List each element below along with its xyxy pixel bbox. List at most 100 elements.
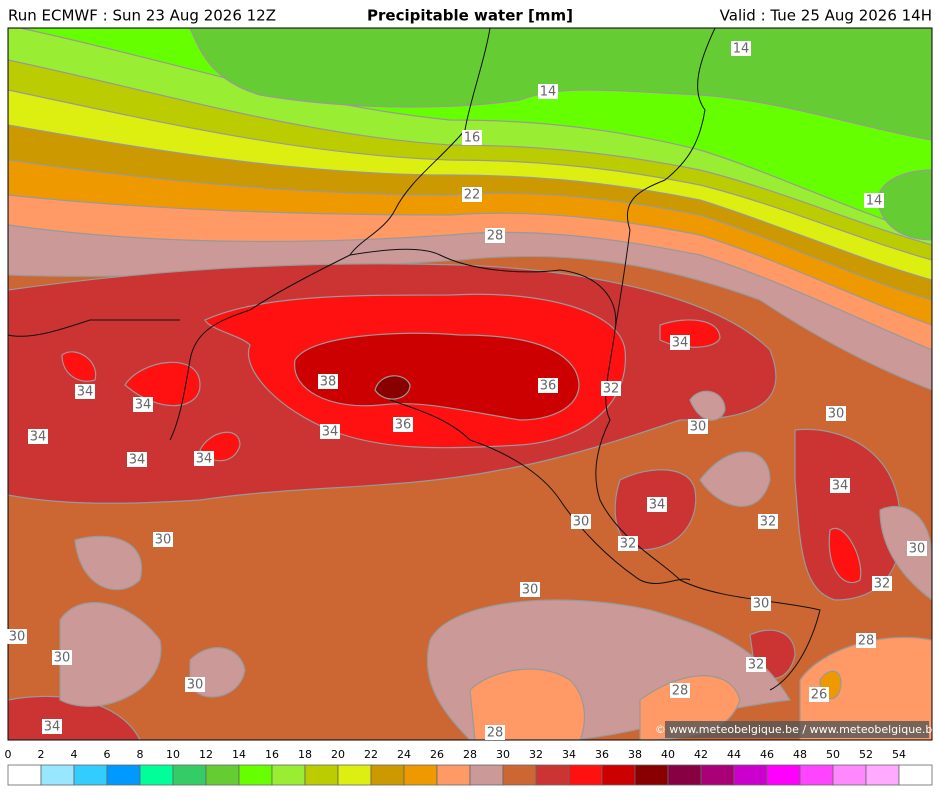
contour-label: 16 [464,131,481,146]
colorbar: 0 2 4 6 8 10 12 14 16 18 20 22 24 26 28 30 32 34 36 38 40 42 4… [5,748,933,786]
contour-label: 32 [760,515,777,530]
contour-label: 34 [30,430,47,445]
contour-label-bg [520,582,540,597]
contour-label-bg [746,657,766,672]
contour-label-bg [7,629,27,644]
contour-labels: 14 14 16 22 28 14 34 38 36 32 34 34 34 34 36 30 30 34 34 34… [7,41,927,741]
contour-label-bg [52,650,72,665]
contour-label-bg [485,725,505,740]
colorbar-tick-label: 34 [562,748,576,761]
contour-label-bg [485,228,505,243]
colorbar-box [568,764,603,786]
colorbar-box [865,764,900,786]
contour-label: 36 [395,418,412,433]
contour-label: 14 [540,85,557,100]
contour-label: 34 [135,398,152,413]
contour-label: 28 [672,684,689,699]
contour-label: 26 [811,688,828,703]
contour-label: 22 [464,188,481,203]
colorbar-box [205,764,240,786]
contour-label: 32 [620,537,637,552]
colorbar-tick-label: 2 [38,748,45,761]
colorbar-box [139,764,174,786]
contour-label: 32 [748,658,765,673]
contour-label: 36 [540,379,557,394]
contour-label-bg [571,514,591,529]
colorbar-tick-label: 10 [166,748,180,761]
contour-label-bg [133,397,153,412]
colorbar-box [403,764,438,786]
contour-label-bg [751,596,771,611]
colorbar-tick-label: 28 [463,748,477,761]
colorbar-box [766,764,801,786]
colorbar-box [172,764,207,786]
contour-label: 30 [9,630,26,645]
contour-label: 38 [320,375,337,390]
contour-label: 32 [603,382,620,397]
colorbar-box [40,764,75,786]
colorbar-tick-label: 40 [661,748,675,761]
colorbar-box [634,764,669,786]
contour-label: 34 [77,385,94,400]
contour-label-bg [462,187,482,202]
colorbar-tick-label: 6 [104,748,111,761]
contour-label-bg [830,478,850,493]
credit: © www.meteobelgique.be / www.meteobelgiq… [655,723,940,736]
contour-label: 30 [909,542,926,557]
map-frame [7,27,933,741]
contour-label-bg [153,532,173,547]
contour-label-bg [42,719,62,734]
colorbar-tick-label: 4 [71,748,78,761]
colorbar-box [73,764,108,786]
contour-label: 14 [866,194,883,209]
colorbar-tick-label: 46 [760,748,774,761]
contour-label-bg [826,406,846,421]
contour-label-bg [393,417,413,432]
colorbar-tick-label: 24 [397,748,411,761]
contour-label-bg [907,541,927,556]
contour-label: 28 [487,726,504,741]
contour-label-bg [670,335,690,350]
colorbar-box [535,764,570,786]
colorbar-tick-label: 32 [529,748,543,761]
colorbar-box [304,764,339,786]
colorbar-box [700,764,735,786]
colorbar-tick-label: 38 [628,748,642,761]
colorbar-box [106,764,141,786]
contour-label-bg [127,452,147,467]
contour-label: 34 [649,498,666,513]
colorbar-box [436,764,471,786]
contour-label: 34 [672,336,689,351]
colorbar-box [898,764,933,786]
contour-label-bg [856,633,876,648]
contour-label-bg [538,84,558,99]
colorbar-tick-label: 50 [826,748,840,761]
contour-label-bg [28,429,48,444]
contour-label-bg [320,424,340,439]
colorbar-box [502,764,537,786]
colorbar-box [337,764,372,786]
contour-label-bg [688,419,708,434]
colorbar-tick-label: 42 [694,748,708,761]
colorbar-box [370,764,405,786]
colorbar-tick-label: 30 [496,748,510,761]
contour-label-bg [647,497,667,512]
contour-label: 30 [573,515,590,530]
contour-label-bg [318,374,338,389]
contour-label-bg [864,193,884,208]
colorbar-box [601,764,636,786]
contour-label: 32 [874,577,891,592]
contour-label: 30 [522,583,539,598]
contour-label-bg [462,130,482,145]
credit-bg [665,721,929,738]
contour-label: 34 [832,479,849,494]
colorbar-tick-label: 12 [199,748,213,761]
contour-label-bg [618,536,638,551]
contour-label: 28 [858,634,875,649]
map-title: Precipitable water [mm] [367,7,573,25]
colorbar-box [271,764,306,786]
colorbar-box [469,764,504,786]
colorbar-tick-label: 52 [859,748,873,761]
colorbar-tick-label: 36 [595,748,609,761]
